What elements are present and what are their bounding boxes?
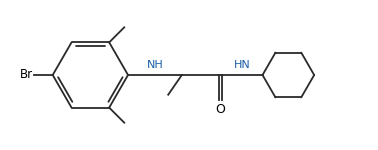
Text: Br: Br [20,69,33,81]
Text: O: O [215,103,225,116]
Text: HN: HN [234,60,251,70]
Text: NH: NH [147,60,163,70]
